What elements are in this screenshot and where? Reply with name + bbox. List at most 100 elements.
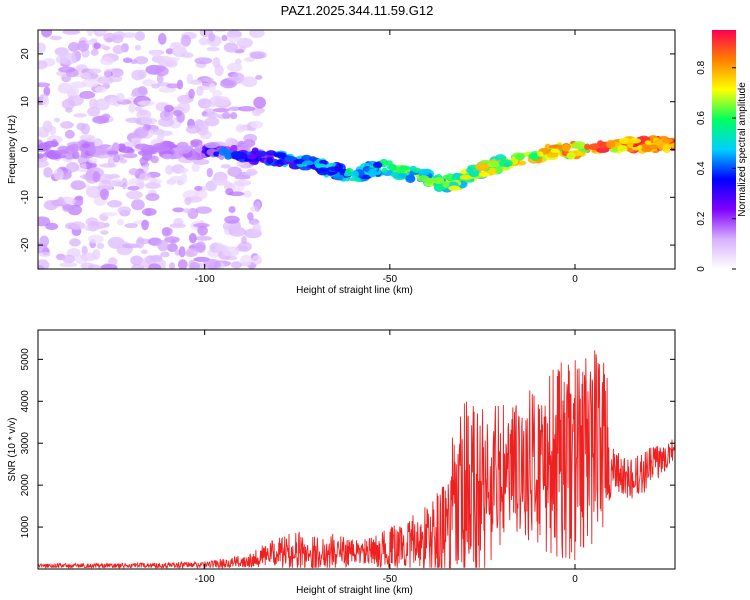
noise-blob (58, 66, 76, 73)
track-blob (381, 167, 388, 174)
noise-blob (204, 116, 220, 127)
noise-blob (255, 75, 263, 80)
noise-blob (60, 121, 74, 129)
noise-blob (251, 108, 262, 117)
noise-blob (180, 171, 188, 184)
noise-blob (203, 258, 221, 269)
noise-blob (220, 164, 232, 169)
noise-blob (49, 35, 62, 41)
track-blob (418, 168, 430, 176)
track-blob (647, 144, 659, 150)
noise-blob (194, 186, 203, 191)
noise-blob (196, 85, 204, 96)
noise-blob (85, 217, 99, 227)
noise-blob (223, 42, 239, 53)
noise-blob (125, 117, 143, 123)
noise-blob (79, 90, 96, 99)
noise-blob (70, 180, 86, 191)
noise-blob (131, 199, 145, 211)
track-blob (405, 174, 416, 183)
noise-blob (100, 56, 115, 66)
noise-blob (43, 199, 59, 211)
noise-blob (128, 168, 140, 176)
noise-blob (59, 262, 78, 268)
noise-blob (68, 42, 80, 52)
track-blob (327, 171, 335, 176)
track-blob (459, 174, 474, 180)
noise-blob (230, 112, 238, 120)
noise-blob (134, 56, 149, 65)
noise-blob (73, 113, 87, 118)
noise-blob (163, 57, 181, 62)
track-blob (478, 172, 490, 177)
noise-blob (53, 117, 61, 123)
noise-blob (38, 60, 48, 70)
track-blob (661, 138, 674, 143)
noise-blob (103, 69, 112, 79)
noise-blob (195, 206, 212, 214)
track-blob (254, 152, 264, 157)
noise-blob (131, 263, 145, 269)
noise-blob (117, 206, 132, 215)
noise-blob (188, 88, 195, 99)
noise-blob (93, 147, 109, 156)
noise-blob (59, 52, 77, 65)
colorbar-title: Normalized spectral amplitude (737, 82, 748, 217)
noise-blob (251, 51, 267, 59)
noise-blob (99, 188, 109, 201)
noise-blob (156, 73, 164, 84)
noise-blob (121, 243, 140, 249)
track-blob (342, 176, 351, 182)
noise-blob (182, 208, 192, 214)
colorbar-tick-label: 0.2 (696, 211, 707, 225)
y-tick-label: 0 (20, 146, 31, 152)
track-blob (495, 165, 503, 174)
noise-blob (92, 171, 101, 183)
noise-blob (141, 207, 157, 216)
noise-blob (141, 219, 149, 231)
y-tick-label: 3000 (20, 432, 31, 455)
noise-blob (86, 186, 102, 198)
noise-blob (189, 261, 201, 269)
noise-blob (213, 30, 228, 33)
x-tick-label: 0 (572, 274, 578, 285)
noise-blob (165, 59, 178, 68)
x-tick-label: -100 (195, 574, 215, 585)
track-blob (390, 171, 399, 178)
noise-blob (190, 140, 200, 148)
x-axis-title: Height of straight line (km) (296, 285, 413, 296)
noise-blob (151, 83, 160, 89)
noise-blob (246, 168, 258, 176)
track-blob (488, 160, 500, 168)
noise-blob (214, 244, 229, 252)
noise-blob (38, 82, 51, 88)
track-blob (503, 162, 511, 168)
noise-blob (149, 255, 163, 262)
noise-blob (166, 83, 181, 89)
track-blob (319, 159, 328, 165)
track-blob (448, 185, 461, 192)
track-blob (536, 151, 544, 157)
noise-blob (254, 200, 261, 213)
track-blob (626, 139, 634, 149)
noise-blob (180, 34, 192, 47)
noise-blob (162, 227, 173, 236)
noise-blob (205, 102, 217, 108)
noise-blob (62, 204, 75, 211)
noise-blob (221, 34, 228, 42)
noise-blob (243, 57, 256, 63)
noise-blob (64, 129, 75, 139)
noise-blob (177, 144, 192, 154)
noise-blob (252, 222, 262, 235)
track-blob (347, 177, 362, 182)
track-blob (475, 162, 490, 172)
noise-blob (212, 179, 231, 186)
track-blob (617, 145, 628, 152)
track-blob (416, 174, 430, 182)
noise-blob (100, 263, 118, 269)
noise-blob (38, 42, 46, 53)
noise-blob (43, 140, 59, 148)
noise-blob (87, 106, 101, 117)
y-tick-label: 20 (20, 48, 31, 60)
colorbar-tick-label: 0 (696, 266, 707, 272)
